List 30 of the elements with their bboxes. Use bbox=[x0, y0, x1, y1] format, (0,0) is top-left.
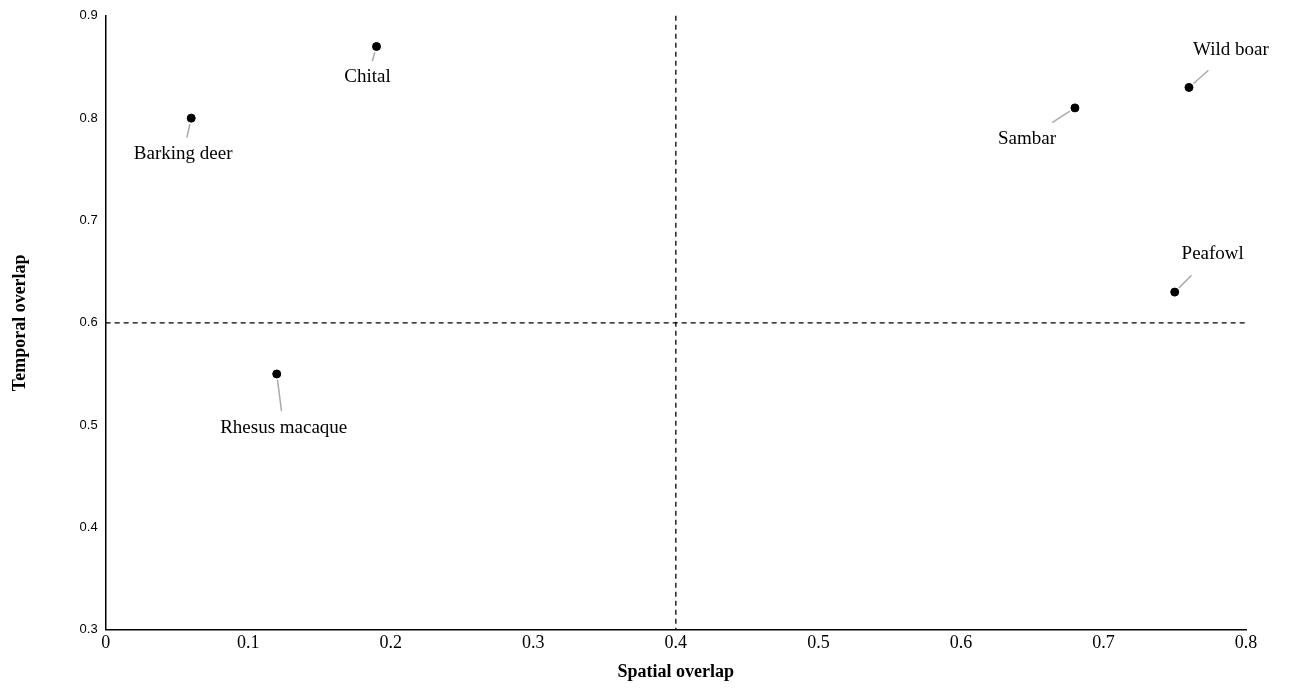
point bbox=[186, 113, 196, 123]
annotation: Barking deer bbox=[133, 142, 234, 164]
point bbox=[1184, 82, 1194, 92]
y-tick-label: 0.8 bbox=[79, 109, 98, 125]
x-tick-label: 0.1 bbox=[236, 632, 260, 653]
x-tick-label: 0.4 bbox=[664, 632, 688, 653]
annotation: Peafowl bbox=[1181, 242, 1244, 264]
y-tick-label: 0.5 bbox=[79, 416, 98, 432]
annotation: Sambar bbox=[997, 126, 1057, 148]
x-tick-label: 0 bbox=[101, 632, 111, 653]
annotation: Rhesus macaque bbox=[220, 415, 348, 437]
x-tick-label: 0.2 bbox=[379, 632, 402, 653]
y-tick-label: 0.9 bbox=[79, 7, 98, 23]
y-tick-label: 0.4 bbox=[79, 519, 98, 535]
x-tick-label: 0.3 bbox=[522, 632, 545, 653]
y-tick-label: 0.6 bbox=[79, 314, 98, 330]
point bbox=[372, 42, 381, 51]
annotation: Wild boar bbox=[1193, 38, 1270, 60]
x-axis-title: Spatial overlap bbox=[617, 660, 735, 681]
y-tick-label: 0.3 bbox=[79, 621, 98, 637]
point bbox=[1070, 103, 1080, 113]
annotation: Chital bbox=[344, 65, 391, 87]
point bbox=[1170, 287, 1180, 297]
x-tick-label: 0.6 bbox=[949, 632, 973, 653]
y-tick-label: 0.7 bbox=[79, 212, 98, 228]
x-tick-label: 0.5 bbox=[807, 632, 830, 653]
y-axis-title: Temporal overlap bbox=[9, 254, 30, 392]
x-tick-label: 0.7 bbox=[1092, 632, 1115, 653]
x-tick-label: 0.8 bbox=[1234, 632, 1258, 653]
point bbox=[272, 369, 282, 379]
